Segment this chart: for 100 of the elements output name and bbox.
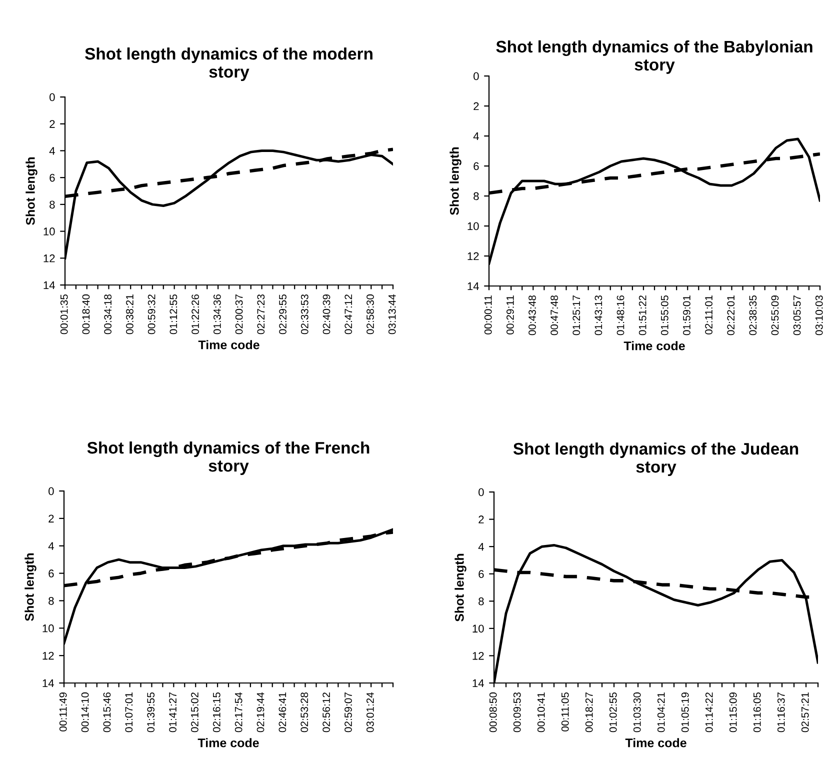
x-tick-label: 02:55:09 xyxy=(771,296,779,336)
chart-title: Shot length dynamics of the modern story xyxy=(85,47,372,82)
x-tick-label: 01:12:55 xyxy=(170,294,178,334)
x-tick-label: 01:22:26 xyxy=(192,294,199,334)
y-tick-label: 2 xyxy=(48,514,54,522)
y-tick-label: 6 xyxy=(474,162,479,170)
y-tick-label: 8 xyxy=(48,596,54,605)
x-tick-label: 02:47:12 xyxy=(344,294,352,334)
x-tick-label: 01:16:05 xyxy=(753,692,761,732)
x-tick-label: 02:29:55 xyxy=(279,294,286,334)
x-tick-label: 02:59:07 xyxy=(344,692,352,732)
x-tick-label: 02:33:53 xyxy=(300,294,308,334)
x-tick-label: 01:15:09 xyxy=(729,692,737,732)
x-tick-label: 01:48:16 xyxy=(616,295,624,336)
y-tick-label: 4 xyxy=(48,542,54,550)
x-tick-label: 00:34:18 xyxy=(104,294,112,334)
y-tick-label: 4 xyxy=(49,147,55,155)
y-tick-label: 14 xyxy=(42,679,54,688)
x-tick-label: 03:01:24 xyxy=(366,692,374,732)
y-tick-label: 12 xyxy=(42,652,54,660)
x-tick-label: 00:09:53 xyxy=(513,692,521,732)
y-tick-label: 10 xyxy=(472,624,484,633)
y-tick-label: 14 xyxy=(468,282,479,290)
x-tick-label: 02:53:28 xyxy=(300,692,308,732)
y-axis-title: Shot length xyxy=(24,553,36,622)
y-axis-title: Shot length xyxy=(450,147,462,216)
x-tick-label: 02:27:23 xyxy=(257,294,265,334)
x-tick-label: 00:38:21 xyxy=(126,294,134,334)
y-tick-label: 6 xyxy=(478,570,484,578)
x-tick-label: 02:46:41 xyxy=(278,692,286,732)
y-tick-label: 10 xyxy=(44,228,55,236)
x-tick-label: 00:01:35 xyxy=(60,294,68,334)
x-tick-label: 01:39:55 xyxy=(147,692,155,732)
y-tick-label: 0 xyxy=(478,488,484,496)
x-tick-label: 02:19:44 xyxy=(256,692,264,732)
x-tick-label: 02:15:02 xyxy=(191,692,198,732)
y-tick-label: 8 xyxy=(50,200,55,209)
x-tick-label: 01:02:55 xyxy=(609,692,617,732)
x-tick-label: 00:18:40 xyxy=(82,294,90,334)
y-tick-label: 12 xyxy=(472,652,484,660)
x-tick-label: 00:08:50 xyxy=(489,692,497,732)
x-axis-title: Time code xyxy=(625,738,686,748)
x-tick-label: 00:47:48 xyxy=(550,295,558,336)
y-tick-label: 2 xyxy=(50,120,55,128)
x-tick-label: 02:17:54 xyxy=(234,692,242,732)
y-tick-label: 6 xyxy=(48,570,54,578)
x-tick-label: 00:11:49 xyxy=(59,692,67,732)
x-tick-label: 00:10:41 xyxy=(537,692,545,732)
x-tick-label: 02:40:39 xyxy=(322,294,330,334)
y-tick-label: 0 xyxy=(50,93,55,102)
x-tick-label: 01:41:27 xyxy=(169,692,176,732)
x-tick-label: 02:16:15 xyxy=(212,692,220,732)
y-tick-label: 8 xyxy=(478,597,484,606)
x-tick-label: 02:00:37 xyxy=(235,294,243,334)
y-tick-label: 0 xyxy=(474,72,479,80)
x-tick-label: 03:05:57 xyxy=(793,296,801,336)
x-tick-label: 01:51:22 xyxy=(638,296,646,336)
y-tick-label: 8 xyxy=(474,192,479,200)
x-tick-label: 00:00:11 xyxy=(484,296,492,334)
x-tick-label: 00:29:11 xyxy=(506,296,514,334)
y-axis-title: Shot length xyxy=(26,157,38,226)
chart-title: Shot length dynamics of the Babylonian story xyxy=(496,40,812,74)
y-tick-label: 4 xyxy=(473,132,479,140)
x-tick-label: 01:03:30 xyxy=(633,692,641,732)
x-tick-label: 00:18:27 xyxy=(585,692,593,732)
x-tick-label: 02:22:01 xyxy=(727,296,735,336)
x-tick-label: 01:43:13 xyxy=(594,295,602,336)
x-axis-title: Time code xyxy=(198,340,260,350)
x-tick-label: 01:34:36 xyxy=(213,294,221,334)
y-tick-label: 6 xyxy=(50,174,55,182)
y-tick-label: 14 xyxy=(472,679,484,688)
y-tick-label: 0 xyxy=(48,487,54,496)
y-tick-label: 2 xyxy=(474,102,479,110)
y-axis-title: Shot length xyxy=(454,554,466,622)
x-tick-label: 02:57:21 xyxy=(801,692,809,732)
x-tick-label: 02:58:30 xyxy=(366,294,374,334)
x-tick-label: 03:10:03 xyxy=(815,295,823,336)
x-tick-label: 01:16:37 xyxy=(777,692,785,732)
y-tick-label: 4 xyxy=(478,542,484,551)
y-tick-label: 10 xyxy=(42,624,54,632)
x-tick-label: 00:11:05 xyxy=(561,692,569,732)
x-axis-title: Time code xyxy=(198,738,259,748)
y-tick-label: 12 xyxy=(468,252,479,260)
x-tick-label: 01:14:22 xyxy=(705,692,713,732)
x-tick-label: 00:15:46 xyxy=(103,692,111,732)
y-tick-label: 2 xyxy=(478,516,484,524)
x-tick-label: 00:14:10 xyxy=(81,692,89,732)
x-tick-label: 03:13:44 xyxy=(388,294,396,334)
y-tick-label: 14 xyxy=(44,281,55,290)
chart-title: Shot length dynamics of the French story xyxy=(87,441,370,476)
x-tick-label: 02:38:35 xyxy=(749,295,757,336)
x-tick-label: 01:05:19 xyxy=(681,692,689,732)
x-axis-title: Time code xyxy=(624,341,685,350)
chart-title: Shot length dynamics of the Judean story xyxy=(513,442,798,476)
x-tick-label: 00:59:32 xyxy=(148,294,156,334)
x-tick-label: 01:55:05 xyxy=(660,295,668,336)
x-tick-label: 01:07:01 xyxy=(125,692,133,732)
x-tick-label: 00:43:48 xyxy=(528,295,536,336)
x-tick-label: 02:11:01 xyxy=(705,296,712,334)
x-tick-label: 02:56:12 xyxy=(322,692,330,732)
